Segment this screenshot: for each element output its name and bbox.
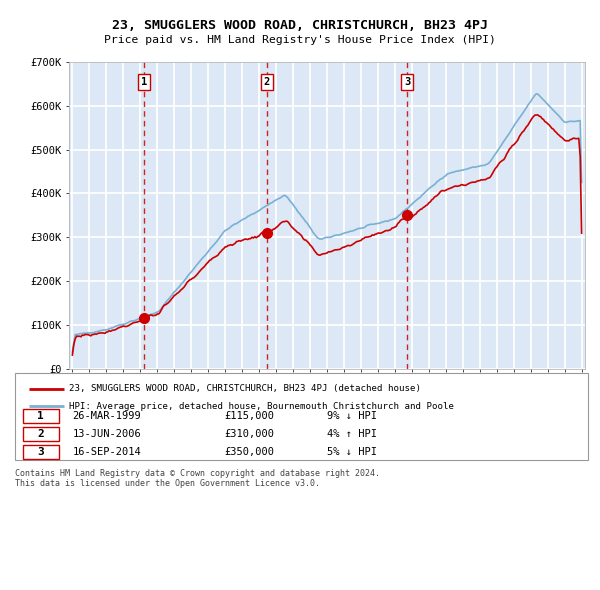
Text: 5% ↓ HPI: 5% ↓ HPI [327,447,377,457]
Text: 13-JUN-2006: 13-JUN-2006 [73,429,141,439]
Text: 1: 1 [141,77,148,87]
Text: Price paid vs. HM Land Registry's House Price Index (HPI): Price paid vs. HM Land Registry's House … [104,35,496,45]
Text: Contains HM Land Registry data © Crown copyright and database right 2024.
This d: Contains HM Land Registry data © Crown c… [15,469,380,489]
FancyBboxPatch shape [23,445,59,460]
FancyBboxPatch shape [23,409,59,422]
Text: 3: 3 [37,447,44,457]
Text: HPI: Average price, detached house, Bournemouth Christchurch and Poole: HPI: Average price, detached house, Bour… [70,402,454,411]
Text: 23, SMUGGLERS WOOD ROAD, CHRISTCHURCH, BH23 4PJ: 23, SMUGGLERS WOOD ROAD, CHRISTCHURCH, B… [112,19,488,32]
FancyBboxPatch shape [23,427,59,441]
Text: 3: 3 [404,77,410,87]
Text: 9% ↓ HPI: 9% ↓ HPI [327,411,377,421]
Text: 1: 1 [37,411,44,421]
Text: 2: 2 [263,77,270,87]
Text: £350,000: £350,000 [224,447,274,457]
FancyBboxPatch shape [15,373,588,460]
Text: 16-SEP-2014: 16-SEP-2014 [73,447,141,457]
Text: £310,000: £310,000 [224,429,274,439]
Text: 23, SMUGGLERS WOOD ROAD, CHRISTCHURCH, BH23 4PJ (detached house): 23, SMUGGLERS WOOD ROAD, CHRISTCHURCH, B… [70,384,421,393]
Text: 2: 2 [37,429,44,439]
Text: £115,000: £115,000 [224,411,274,421]
Text: 26-MAR-1999: 26-MAR-1999 [73,411,141,421]
Text: 4% ↑ HPI: 4% ↑ HPI [327,429,377,439]
